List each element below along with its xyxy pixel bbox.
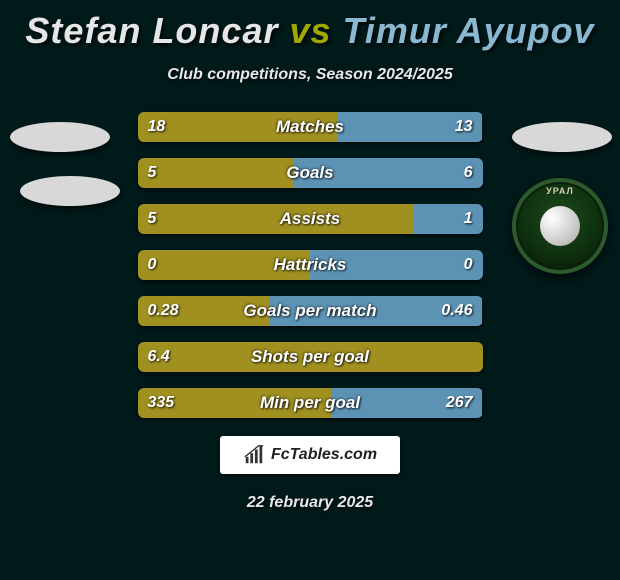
bar-background — [138, 204, 483, 234]
stat-row: Hattricks00 — [138, 250, 483, 280]
bar-background — [138, 112, 483, 142]
bar-segment-left — [138, 204, 414, 234]
date: 22 february 2025 — [0, 494, 620, 512]
bar-segment-right — [269, 296, 483, 326]
bar-segment-right — [331, 388, 483, 418]
bar-segment-right — [338, 112, 483, 142]
stat-row: Assists51 — [138, 204, 483, 234]
stat-row: Min per goal335267 — [138, 388, 483, 418]
bar-segment-right — [414, 204, 483, 234]
bar-background — [138, 296, 483, 326]
bar-segment-left — [138, 158, 293, 188]
bar-segment-left — [138, 112, 338, 142]
stat-row: Goals56 — [138, 158, 483, 188]
bar-segment-right — [293, 158, 483, 188]
player1-name: Stefan Loncar — [25, 10, 278, 51]
bar-segment-left — [138, 388, 331, 418]
stat-row: Goals per match0.280.46 — [138, 296, 483, 326]
watermark: FcTables.com — [220, 436, 400, 474]
bar-segment-left — [138, 342, 483, 372]
bar-background — [138, 250, 483, 280]
stat-row: Shots per goal6.4 — [138, 342, 483, 372]
bar-segment-left — [138, 296, 269, 326]
club-badge-text: УРАЛ — [516, 186, 604, 196]
player1-club-logo-2 — [20, 176, 120, 206]
bar-segment-left — [138, 250, 311, 280]
comparison-title: Stefan Loncar vs Timur Ayupov — [0, 0, 620, 52]
stat-row: Matches1813 — [138, 112, 483, 142]
bar-background — [138, 342, 483, 372]
chart-icon — [243, 444, 265, 466]
bar-background — [138, 158, 483, 188]
subtitle: Club competitions, Season 2024/2025 — [0, 66, 620, 84]
player2-name: Timur Ayupov — [343, 10, 595, 51]
watermark-text: FcTables.com — [271, 446, 377, 464]
stats-bars: Matches1813 Goals56 Assists51 Hattricks00 Go… — [138, 112, 483, 418]
bar-background — [138, 388, 483, 418]
player1-club-logo-1 — [10, 122, 110, 152]
player2-club-logo-1 — [512, 122, 612, 152]
bar-segment-right — [310, 250, 483, 280]
player2-club-badge: УРАЛ — [512, 178, 608, 274]
vs-text: vs — [289, 10, 331, 51]
soccer-ball-icon — [540, 206, 580, 246]
